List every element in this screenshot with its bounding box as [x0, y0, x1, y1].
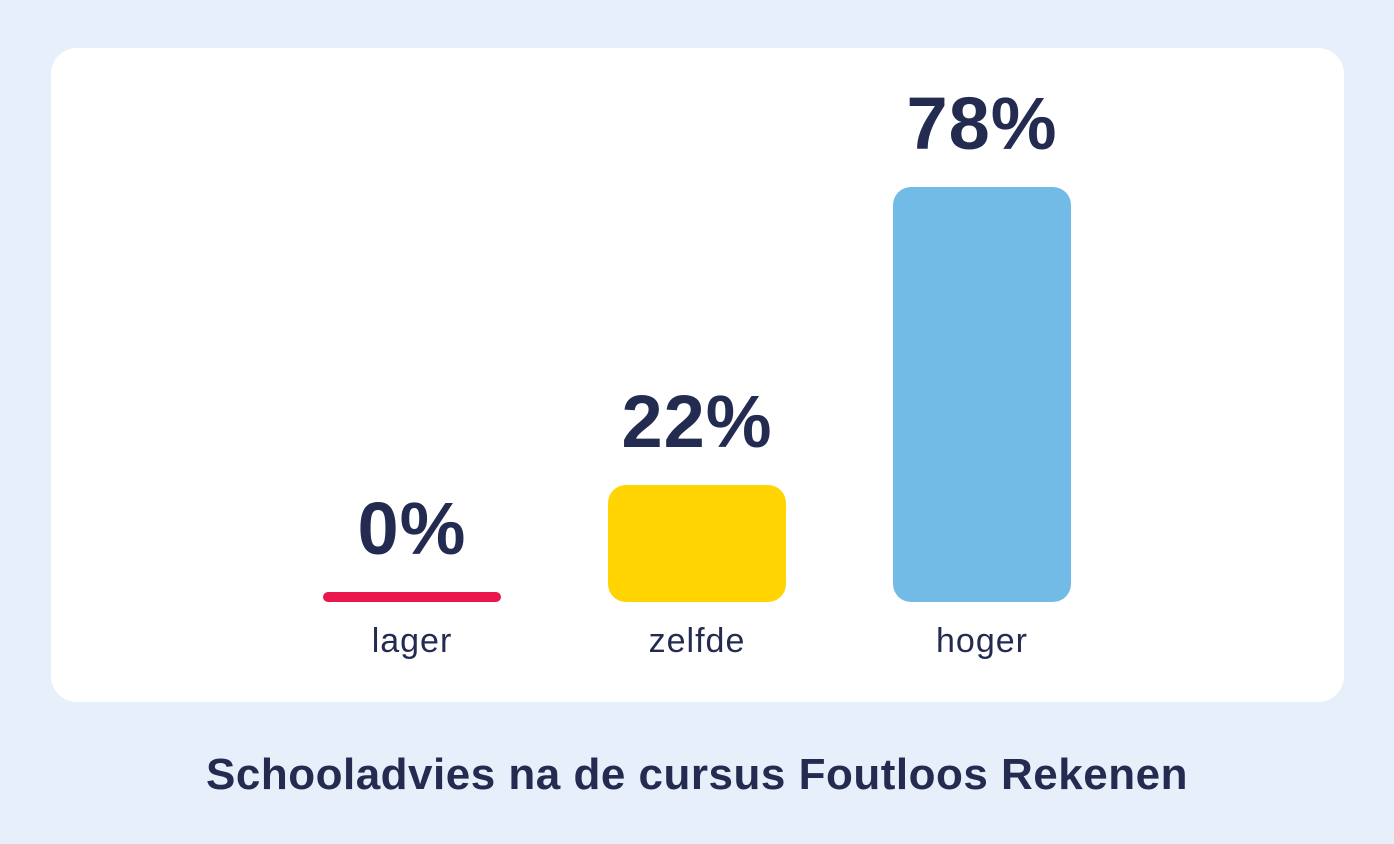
bar-group-hoger: 78% hoger	[893, 87, 1071, 658]
bar-group-zelfde: 22% zelfde	[608, 385, 786, 658]
category-label-zelfde: zelfde	[648, 622, 746, 660]
bar-lager	[323, 592, 501, 602]
bar-group-lager: 0% lager	[323, 492, 501, 658]
bar-hoger	[893, 187, 1071, 602]
value-label-zelfde: 22%	[621, 380, 773, 463]
category-label-lager: lager	[371, 622, 453, 660]
chart-title: Schooladvies na de cursus Foutloos Reken…	[206, 750, 1188, 799]
chart-card: 0% lager 22% zelfde 78% hoger	[50, 48, 1344, 702]
value-label-hoger: 78%	[906, 82, 1058, 165]
bar-zelfde	[608, 485, 786, 602]
bar-chart: 0% lager 22% zelfde 78% hoger	[51, 87, 1344, 658]
value-label-lager: 0%	[357, 487, 467, 570]
category-label-hoger: hoger	[936, 622, 1028, 660]
